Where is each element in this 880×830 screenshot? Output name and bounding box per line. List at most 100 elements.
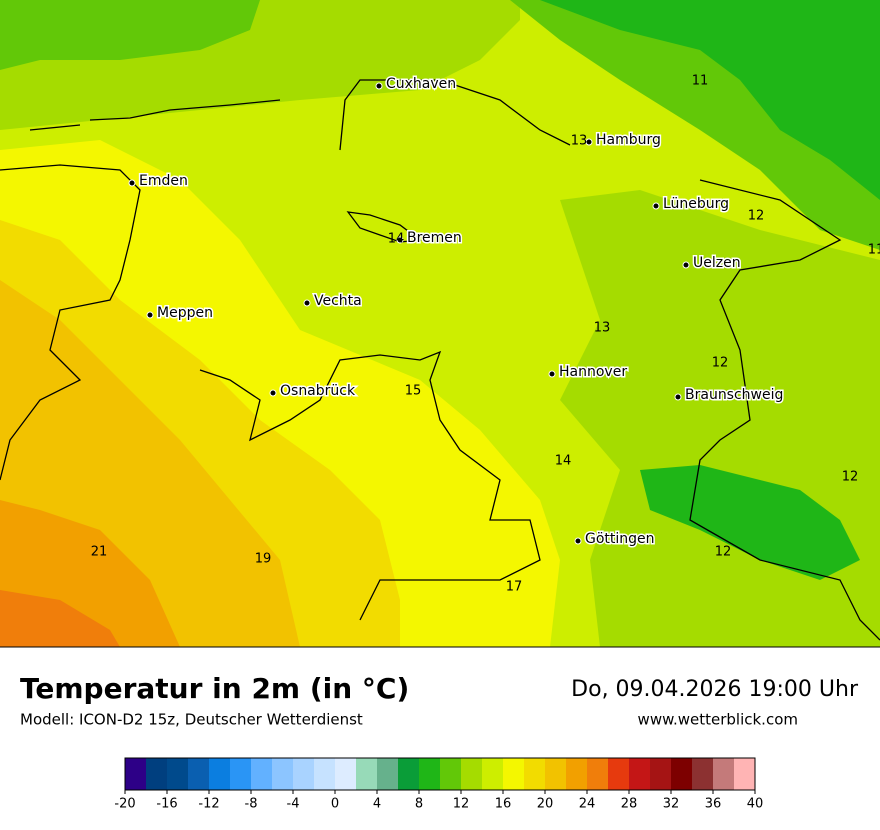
- temperature-layer: 11 13 12 14 11 13 12 15 14 12 21 19 12 17: [91, 74, 880, 595]
- colorbar-segment: [356, 758, 378, 790]
- colorbar-tick-label: -20: [114, 797, 135, 812]
- colorbar-segment: [398, 758, 420, 790]
- temperature-label: 11: [868, 243, 880, 258]
- colorbar-tick-label: -8: [245, 797, 258, 812]
- city-label: Cuxhaven: [386, 76, 456, 92]
- city-label: Braunschweig: [685, 387, 783, 403]
- temp-zone: [0, 590, 120, 647]
- city-dot: [396, 236, 404, 244]
- city-dot: [375, 82, 383, 90]
- border-line: [199, 350, 541, 621]
- subtitle: Modell: ICON-D2 15z, Deutscher Wetterdie…: [20, 711, 363, 729]
- colorbar-segment: [608, 758, 630, 790]
- temperature-label: 12: [715, 545, 732, 560]
- city-dot: [128, 179, 136, 187]
- temperature-label: 21: [91, 545, 108, 560]
- city-dot: [585, 138, 593, 146]
- city-dot: [303, 299, 311, 307]
- colorbar-segment: [146, 758, 168, 790]
- colorbar: -20 -16 -12 -8 -4 0 4 8 12 16 20 24 28 32 36 40: [114, 757, 764, 812]
- colorbar-segment: [503, 758, 525, 790]
- city-dot: [652, 202, 660, 210]
- temperature-label: 19: [255, 552, 272, 567]
- colorbar-tick-label: -4: [287, 797, 300, 812]
- city-dot: [574, 537, 582, 545]
- colorbar-segment: [377, 758, 399, 790]
- colorbar-frame: [124, 757, 756, 791]
- colorbar-segment: [167, 758, 189, 790]
- temperature-label: 12: [712, 356, 729, 371]
- colorbar-tick-label: 24: [579, 797, 596, 812]
- colorbar-tick-label: -12: [198, 797, 219, 812]
- colorbar-segment: [650, 758, 672, 790]
- colorbar-segment: [482, 758, 504, 790]
- temperature-label: 15: [405, 384, 422, 399]
- colorbar-tick-label: 16: [495, 797, 512, 812]
- colorbar-segment: [125, 758, 147, 790]
- colorbar-segment: [587, 758, 609, 790]
- city-label: Uelzen: [693, 255, 741, 271]
- colorbar-tick-label: 36: [705, 797, 722, 812]
- city-dot: [674, 393, 682, 401]
- colorbar-segment: [545, 758, 567, 790]
- colorbar-segment: [230, 758, 252, 790]
- city-dot: [682, 261, 690, 269]
- temperature-label: 14: [555, 454, 572, 469]
- colorbar-segment: [524, 758, 546, 790]
- colorbar-segment: [209, 758, 231, 790]
- temperature-label: 12: [842, 470, 859, 485]
- temp-zone: [0, 0, 260, 70]
- city-label: Meppen: [157, 305, 213, 321]
- temperature-label: 13: [594, 321, 611, 336]
- title: Temperatur in 2m (in °C): [20, 672, 409, 705]
- temperature-label: 12: [748, 209, 765, 224]
- city-label: Hannover: [559, 364, 627, 380]
- colorbar-segment: [251, 758, 273, 790]
- colorbar-tick-label: 12: [453, 797, 470, 812]
- city-label: Vechta: [314, 293, 362, 309]
- colorbar-tick-label: 32: [663, 797, 680, 812]
- city-label: Emden: [139, 173, 188, 189]
- colorbar-segment: [272, 758, 294, 790]
- website: www.wetterblick.com: [638, 711, 798, 729]
- city-label: Osnabrück: [280, 383, 356, 399]
- colorbar-segment: [314, 758, 336, 790]
- coast-line: [29, 99, 281, 131]
- colorbar-segment: [188, 758, 210, 790]
- border-line: [346, 211, 422, 243]
- colorbar-segment: [734, 758, 756, 790]
- colorbar-segment: [461, 758, 483, 790]
- temperature-label: 13: [571, 134, 588, 149]
- border-line: [689, 179, 880, 641]
- colorbar-segment: [671, 758, 693, 790]
- colorbar-segment: [566, 758, 588, 790]
- map: [0, 0, 880, 647]
- city-dot: [146, 311, 154, 319]
- city-dot: [548, 370, 556, 378]
- colorbar-tick-label: 40: [747, 797, 764, 812]
- colorbar-segment: [440, 758, 462, 790]
- border-line: [0, 164, 141, 481]
- temp-zone: [540, 0, 880, 200]
- temperature-label: 11: [692, 74, 709, 89]
- temperature-label: 17: [506, 580, 523, 595]
- colorbar-tick-label: -16: [156, 797, 177, 812]
- colorbar-tick-label: 0: [331, 797, 339, 812]
- colorbar-segment: [713, 758, 735, 790]
- colorbar-tick-label: 20: [537, 797, 554, 812]
- datetime: Do, 09.04.2026 19:00 Uhr: [571, 677, 859, 702]
- city-label: Hamburg: [596, 132, 661, 148]
- colorbar-tick-label: 4: [373, 797, 381, 812]
- city-label: Lüneburg: [663, 196, 729, 212]
- city-label: Göttingen: [585, 531, 655, 547]
- colorbar-tick-label: 28: [621, 797, 638, 812]
- city-dot: [269, 389, 277, 397]
- city-layer: Cuxhaven Hamburg Emden Lüneburg Bremen Uelzen…: [128, 75, 785, 549]
- colorbar-segment: [692, 758, 714, 790]
- colorbar-tick-label: 8: [415, 797, 423, 812]
- colorbar-segment: [629, 758, 651, 790]
- coast-line: [339, 79, 571, 151]
- temperature-label: 14: [388, 232, 405, 247]
- colorbar-segment: [335, 758, 357, 790]
